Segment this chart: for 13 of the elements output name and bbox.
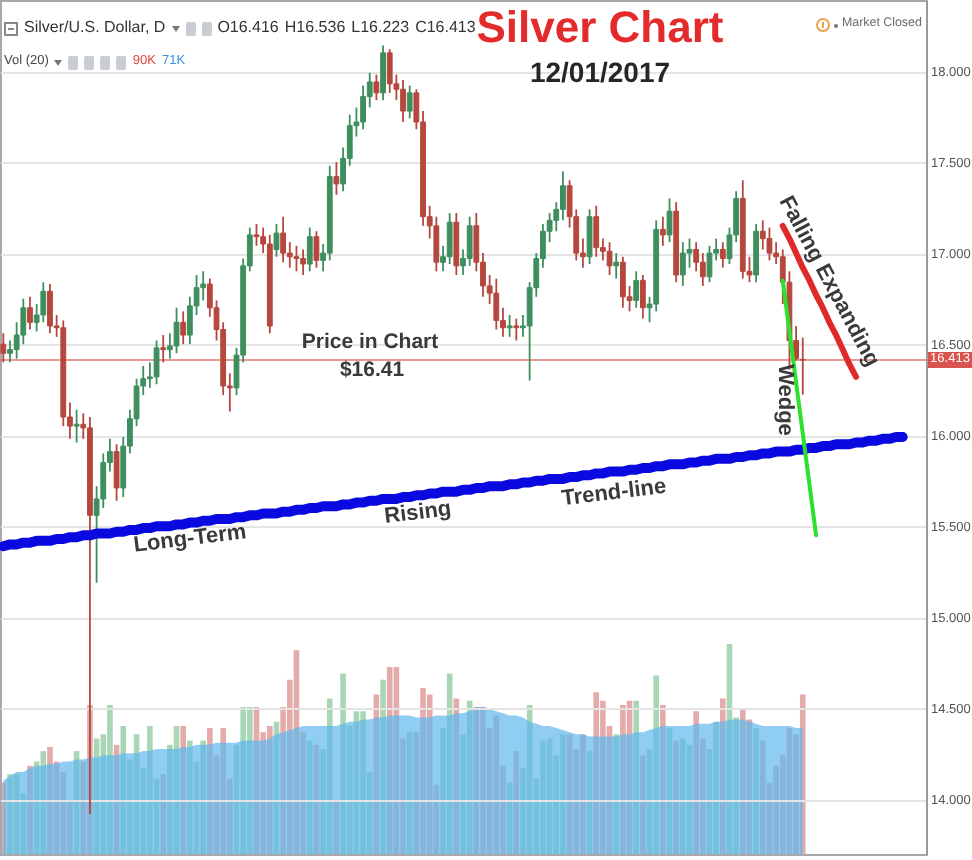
annotation: Trend-line [560, 474, 668, 512]
annotation: Price in Chart [301, 329, 439, 354]
annotation: Long-Term [132, 520, 248, 558]
annotation: L16.223 [351, 18, 410, 36]
annotation: Silver/U.S. Dollar, D [24, 18, 166, 36]
annotation: O16.416 [217, 18, 279, 36]
annotation: C16.413 [415, 18, 476, 36]
annotation: Wedge [773, 364, 797, 436]
annotation: Rising [383, 497, 453, 530]
annotation: $16.41 [339, 357, 405, 382]
chart-title: Silver Chart [476, 2, 724, 52]
annotation: H16.536 [284, 18, 346, 36]
text: 12/01/2017 [529, 56, 671, 88]
